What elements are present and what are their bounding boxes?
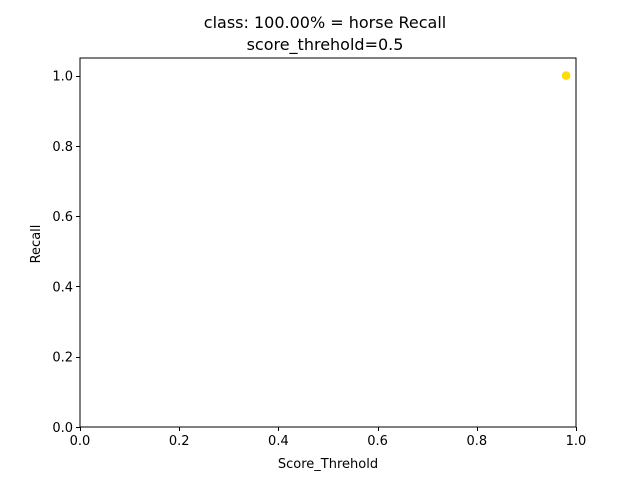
chart-subtitle: score_threhold=0.5 (247, 35, 404, 55)
chart-title: class: 100.00% = horse Recall (204, 13, 446, 32)
y-tick-label: 0.2 (52, 351, 73, 366)
plot-area: 0.0 0.2 0.4 0.6 0.8 1.0 0.0 0.2 0.4 0.6 0.8 1.0 (52, 57, 587, 449)
x-tick-label: 0.8 (466, 434, 487, 449)
y-tick-label: 0.6 (52, 210, 73, 225)
x-axis-label: Score_Threhold (278, 457, 378, 472)
x-tick-label: 0.4 (268, 434, 289, 449)
y-tick-label: 0.0 (52, 421, 73, 436)
x-tick-label: 1.0 (566, 434, 587, 449)
y-tick-label: 0.4 (52, 280, 73, 295)
y-tick-label: 0.8 (52, 140, 73, 155)
plot-frame (79, 57, 577, 428)
x-tick-label: 0.2 (169, 434, 190, 449)
data-point (561, 71, 571, 80)
y-axis-label: Recall (29, 225, 44, 264)
x-tick-label: 0.6 (367, 434, 388, 449)
x-tick-label: 0.0 (70, 434, 91, 449)
y-tick-label: 1.0 (52, 70, 73, 85)
